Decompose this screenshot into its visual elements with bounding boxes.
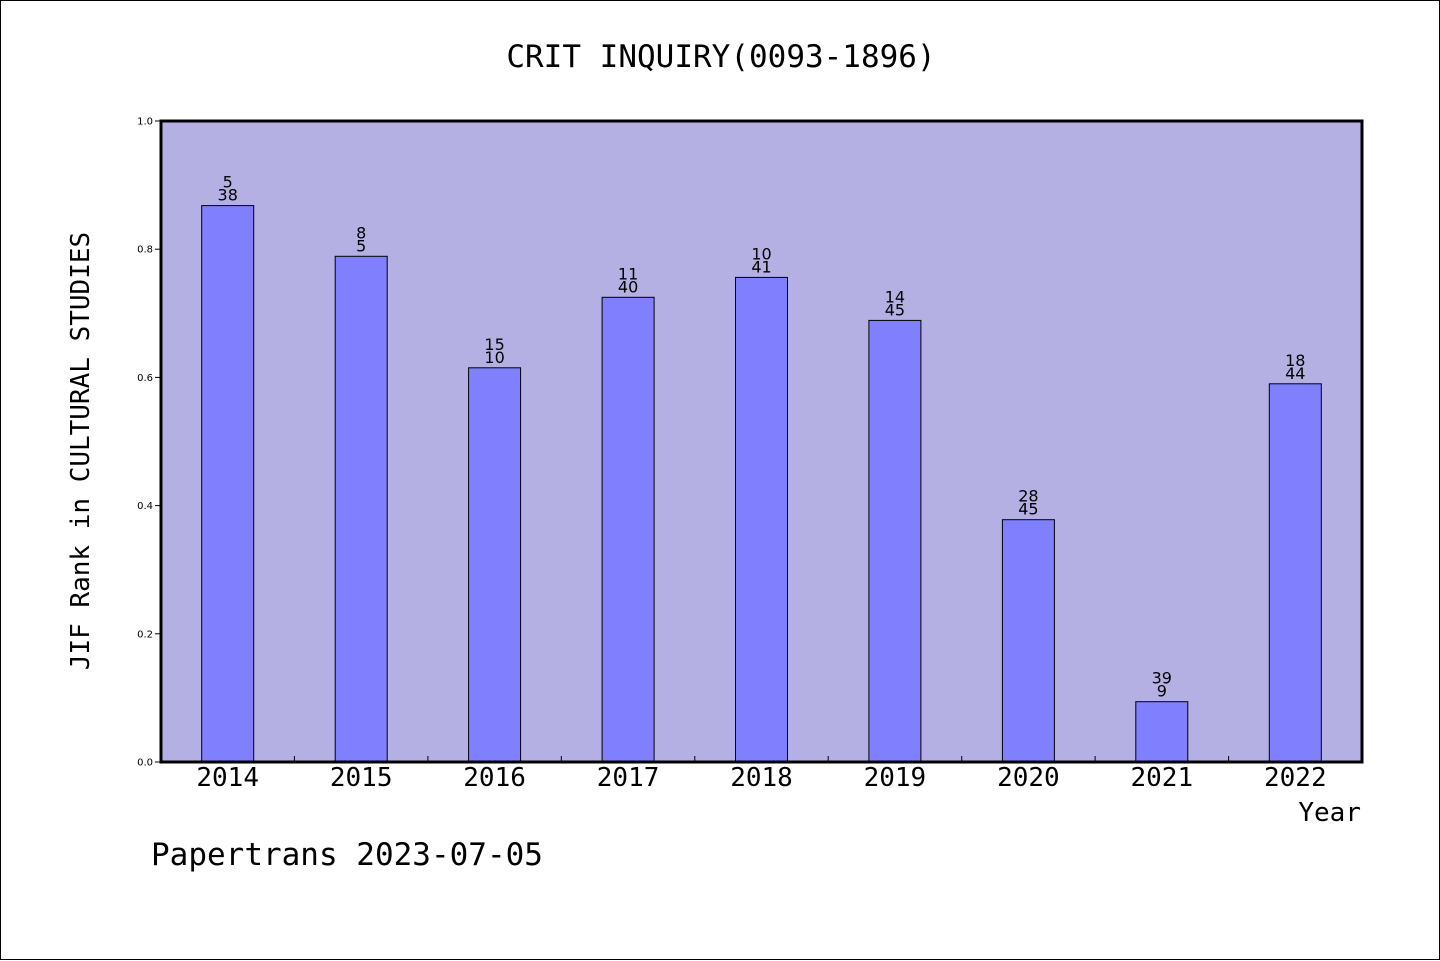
bar-label-2018-2: 41	[751, 257, 771, 276]
bar-2015	[334, 255, 388, 763]
plot-border	[159, 119, 1364, 764]
bar-label-2020-2: 45	[1018, 500, 1038, 519]
bar-label-2019-1: 14	[885, 287, 905, 306]
x-tick-label-2018: 2018	[730, 763, 793, 793]
bar-label-2015-1: 8	[356, 223, 366, 242]
y-tick-label-0.4: 0.4	[137, 501, 153, 512]
y-tick-label-0.8: 0.8	[137, 245, 153, 256]
x-axis-label: Year	[1298, 798, 1361, 828]
bar-2014	[201, 205, 255, 763]
x-tick-label-2016: 2016	[463, 763, 526, 793]
y-tick-label-0.2: 0.2	[137, 629, 153, 640]
bar-2018	[735, 276, 788, 763]
x-tick-label-2021: 2021	[1130, 763, 1193, 793]
y-tick-label-1.0: 1.0	[137, 117, 153, 128]
bar-label-2014-2: 38	[218, 186, 238, 205]
x-tick-label-2017: 2017	[597, 763, 660, 793]
bar-series	[201, 205, 1322, 763]
bar-label-2016-1: 15	[484, 335, 504, 354]
bar-label-2017-1: 11	[618, 264, 638, 283]
x-tick-label-2020: 2020	[997, 763, 1060, 793]
chart-title: CRIT INQUIRY(0093-1896)	[506, 39, 935, 75]
bar-2022	[1268, 383, 1322, 763]
x-tick-label-2014: 2014	[196, 763, 259, 793]
bar-label-2015-2: 5	[356, 236, 366, 255]
bar-label-2021-1: 39	[1152, 669, 1172, 688]
bar-2020	[1001, 519, 1055, 763]
bar-label-2021-2: 9	[1157, 682, 1167, 701]
x-tick-label-2022: 2022	[1264, 763, 1327, 793]
bar-label-2022-1: 18	[1285, 351, 1305, 370]
bar-label-2019-2: 45	[885, 300, 905, 319]
x-tick-label-2019: 2019	[864, 763, 927, 793]
x-tick-label-2015: 2015	[330, 763, 393, 793]
bar-label-2017-2: 40	[618, 277, 638, 296]
bar-2021	[1135, 701, 1189, 763]
bar-label-2016-2: 10	[484, 348, 504, 367]
footer-text: Papertrans 2023-07-05	[151, 837, 543, 873]
bar-2016	[468, 367, 522, 763]
bar-label-2020-1: 28	[1018, 487, 1038, 506]
y-tick-label-0.6: 0.6	[137, 373, 153, 384]
bar-2019	[868, 319, 922, 763]
x-axis: 2014 2015 2016 2017 2018 2019 2020 2021 2022	[196, 756, 1327, 793]
y-axis-label: JIF Rank in CULTURAL STUDIES	[66, 232, 96, 670]
bar-label-2022-2: 44	[1285, 364, 1305, 383]
y-tick-label-0.0: 0.0	[137, 758, 153, 769]
y-axis: 0.0 0.2 0.4 0.6 0.8 1.0	[137, 117, 161, 769]
bar-label-2018-1: 10	[751, 244, 771, 263]
bar-2017	[601, 296, 655, 763]
bar-label-2014-1: 5	[223, 173, 233, 192]
